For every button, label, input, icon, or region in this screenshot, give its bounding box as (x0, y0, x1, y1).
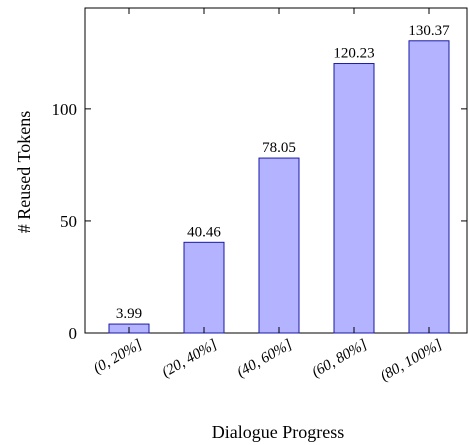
x-tick-label: (0, 20%] (91, 337, 145, 378)
x-tick-label: (80, 100%] (378, 337, 445, 385)
y-tick-label: 50 (60, 212, 77, 231)
bar-value-label: 3.99 (116, 306, 142, 322)
bar (183, 241, 225, 334)
bar-value-label: 120.23 (333, 46, 374, 62)
y-tick-label: 0 (69, 324, 78, 343)
bar-value-label: 40.46 (187, 224, 221, 240)
y-axis-label: # Reused Tokens (14, 111, 34, 233)
bar (333, 63, 375, 334)
bar-value-label: 78.05 (262, 140, 296, 156)
bar (408, 40, 450, 334)
x-tick-label: (60, 80%] (309, 337, 370, 381)
x-tick-label: (20, 40%] (159, 337, 220, 381)
bars-layer (108, 40, 450, 334)
y-tick-label: 100 (52, 100, 78, 119)
x-tick-label: (40, 60%] (234, 337, 295, 381)
bar-value-label: 130.37 (408, 23, 450, 39)
ticks-layer (85, 8, 467, 334)
bar (258, 157, 300, 334)
x-axis-label: Dialogue Progress (212, 422, 344, 442)
